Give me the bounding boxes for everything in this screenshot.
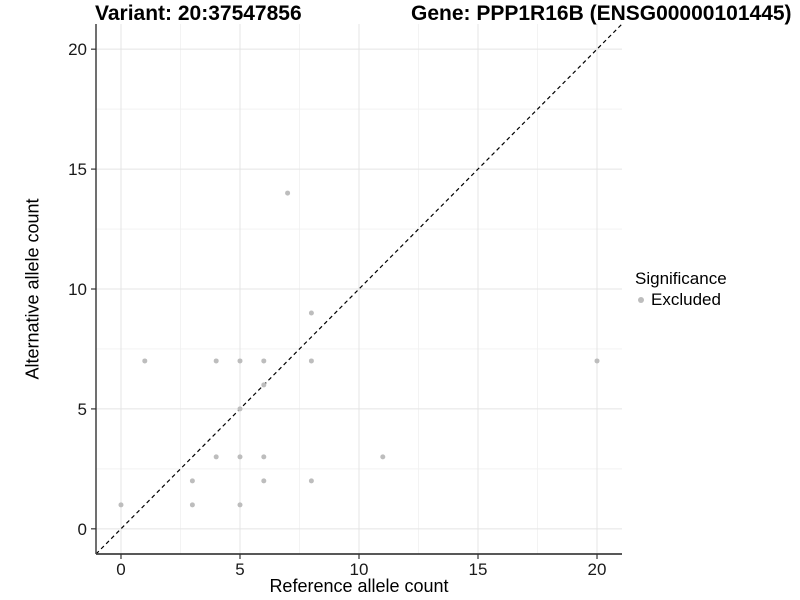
x-tick-label: 5: [235, 560, 244, 579]
data-point: [237, 406, 243, 412]
data-point: [213, 454, 219, 460]
x-tick-label: 15: [469, 560, 488, 579]
identity-line-group: [95, 23, 623, 555]
x-tick-label: 10: [350, 560, 369, 579]
y-tick-label: 5: [78, 400, 87, 419]
x-tick-label: 0: [116, 560, 125, 579]
data-point: [380, 454, 386, 460]
legend: Significance Excluded: [635, 268, 727, 310]
data-point: [261, 454, 267, 460]
data-point: [237, 454, 243, 460]
data-point: [189, 478, 195, 484]
identity-line: [95, 23, 623, 555]
y-axis-title: Alternative allele count: [22, 198, 43, 380]
data-point: [237, 358, 243, 364]
plot-title-gene: Gene: PPP1R16B (ENSG00000101445): [411, 2, 792, 25]
y-tick-label: 10: [68, 280, 87, 299]
tick-labels: 0 5 10 15 20 0 5 10 15 20: [68, 40, 606, 579]
excluded-point-icon: [638, 296, 644, 303]
x-tick-label: 20: [588, 560, 607, 579]
data-point: [261, 358, 267, 364]
legend-item-excluded: Excluded: [635, 289, 727, 310]
legend-title: Significance: [635, 269, 727, 288]
tick-marks: [91, 48, 598, 559]
data-point: [261, 382, 267, 388]
major-gridlines: [96, 24, 622, 554]
plot-title-variant: Variant: 20:37547856: [95, 2, 302, 25]
y-tick-label: 15: [68, 160, 87, 179]
data-point: [189, 502, 195, 508]
data-point: [142, 358, 148, 364]
data-point: [237, 502, 243, 508]
data-point: [118, 502, 124, 508]
data-point: [285, 190, 291, 196]
y-tick-label: 20: [68, 40, 87, 59]
data-points: [118, 190, 600, 508]
data-point: [308, 310, 314, 316]
x-axis-title: Reference allele count: [269, 576, 449, 596]
data-point: [308, 358, 314, 364]
data-point: [594, 358, 600, 364]
data-point: [213, 358, 219, 364]
y-tick-label: 0: [78, 520, 87, 539]
data-point: [308, 478, 314, 484]
data-point: [261, 478, 267, 484]
legend-item-label: Excluded: [651, 290, 721, 309]
